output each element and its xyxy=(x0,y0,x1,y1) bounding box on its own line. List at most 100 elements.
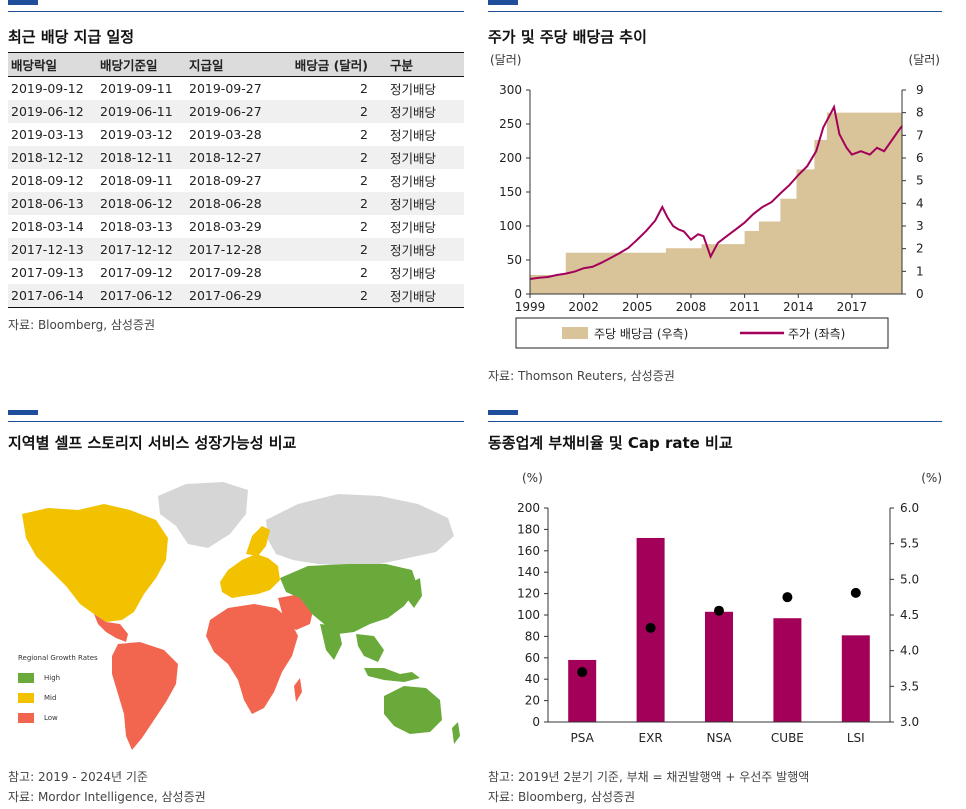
table-cell: 2019-06-11 xyxy=(97,100,186,123)
legend-swatch xyxy=(18,673,34,683)
table-cell: 2 xyxy=(275,100,376,123)
table-row: 2019-03-13 2019-03-12 2019-03-28 2 정기배당 xyxy=(8,123,464,146)
table-cell: 정기배당 xyxy=(390,128,437,143)
table-cell: 2 xyxy=(360,265,368,280)
asia-region xyxy=(280,564,418,634)
table-cell: 2018-09-12 xyxy=(11,173,84,188)
map-legend-items: High Mid Low xyxy=(18,673,98,723)
table-cell: 2019-06-27 xyxy=(186,100,275,123)
new-zealand-region xyxy=(452,722,460,744)
y-tick-label-right: 3 xyxy=(916,219,924,233)
debt-caprate-panel: 동종업계 부채비율 및 Cap rate 비교 (%) (%) 0 20 40 60 80 1… xyxy=(488,410,942,806)
table-cell: 2019-06-12 xyxy=(8,100,97,123)
table-cell: 2 xyxy=(275,192,376,215)
y-tick-label-left: 20 xyxy=(525,694,540,708)
table-cell: 2017-12-28 xyxy=(186,238,275,261)
panel-top-rule xyxy=(488,11,942,12)
dividend-table: 배당락일 배당기준일 지급일 배당금 (달러) 구분 2019-09-12 201… xyxy=(8,52,464,308)
y-tick-label-right: 3.0 xyxy=(900,715,919,729)
japan-region xyxy=(408,578,422,608)
table-row: 2019-09-12 2019-09-11 2019-09-27 2 정기배당 xyxy=(8,77,464,101)
price-dividend-panel: 주가 및 주당 배당금 추이 (달러) (달러) 0 50 100 150 200 250 30… xyxy=(488,0,942,390)
y-tick-label-right: 6 xyxy=(916,151,924,165)
y-tick-label-left: 100 xyxy=(499,219,522,233)
panel-accent-bar xyxy=(488,0,518,5)
madagascar-region xyxy=(294,678,302,702)
table-cell: 2018-09-27 xyxy=(189,173,262,188)
y-tick-label-left: 40 xyxy=(525,672,540,686)
growth-map-panel: 지역별 셀프 스토리지 서비스 성장가능성 비교 Regional Growth… xyxy=(8,410,464,806)
growth-map-source: 자료: Mordor Intelligence, 삼성증권 xyxy=(8,790,206,804)
table-cell: 2018-12-11 xyxy=(97,146,186,169)
table-cell: 2019-09-12 xyxy=(11,81,84,96)
y-tick-label-left: 150 xyxy=(499,185,522,199)
y-axis-unit-right: (%) xyxy=(921,471,942,485)
cap-rate-point xyxy=(782,592,793,603)
column-header: 배당락일 xyxy=(8,52,97,77)
y-tick-label-right: 4.5 xyxy=(900,608,919,622)
price-dividend-title: 주가 및 주당 배당금 추이 xyxy=(488,28,647,46)
column-header: 구분 xyxy=(376,52,464,77)
table-cell: 2019-03-13 xyxy=(11,127,84,142)
price-line xyxy=(529,103,903,280)
table-row: 2018-03-14 2018-03-13 2018-03-29 2 정기배당 xyxy=(8,215,464,238)
table-row: 2017-06-14 2017-06-12 2017-06-29 2 정기배당 xyxy=(8,284,464,308)
table-cell: 2017-06-29 xyxy=(186,284,275,308)
legend-label: Low xyxy=(44,714,58,722)
dividend-schedule-panel: 최근 배당 지급 일정 배당락일 배당기준일 지급일 배당금 (달러) 구분 2… xyxy=(8,0,464,340)
x-tick-label: NSA xyxy=(706,731,732,745)
table-cell: 2018-06-13 xyxy=(8,192,97,215)
column-header: 배당기준일 xyxy=(97,52,186,77)
growth-map-note: 참고: 2019 - 2024년 기준 xyxy=(8,770,148,784)
x-tick-label: 1999 xyxy=(515,300,546,314)
table-cell: 2 xyxy=(275,238,376,261)
dividend-area xyxy=(530,112,902,295)
y-tick-label-right: 9 xyxy=(916,83,924,97)
legend-label-price: 주가 (좌측) xyxy=(788,327,845,341)
panel-top-rule xyxy=(8,11,464,12)
x-tick-label: 2002 xyxy=(568,300,599,314)
dividend-schedule-source: 자료: Bloomberg, 삼성증권 xyxy=(8,318,156,332)
table-cell: 정기배당 xyxy=(390,220,437,235)
y-tick-label-right: 5 xyxy=(916,174,924,188)
price-dividend-source: 자료: Thomson Reuters, 삼성증권 xyxy=(488,369,675,383)
price-dividend-chart: (달러) (달러) 0 50 100 150 200 250 300 0 1 2 3 4 5 6 7 8 9 1999… xyxy=(490,53,940,349)
debt-caprate-note: 참고: 2019년 2분기 기준, 부채 = 채권발행액 + 우선주 발행액 xyxy=(488,770,810,784)
legend-label-dividend: 주당 배당금 (우측) xyxy=(594,327,688,341)
y-tick-label-right: 6.0 xyxy=(900,501,919,515)
x-tick-label: 2011 xyxy=(729,300,760,314)
y-tick-label-left: 140 xyxy=(517,565,540,579)
table-cell: 2018-03-29 xyxy=(189,219,262,234)
table-cell: 2019-09-27 xyxy=(189,81,262,96)
y-tick-label-right: 4.0 xyxy=(900,644,919,658)
india-region xyxy=(320,624,342,660)
north-america-region xyxy=(22,504,168,622)
table-row: 2018-06-13 2018-06-12 2018-06-28 2 정기배당 xyxy=(8,192,464,215)
cap-rate-point xyxy=(645,622,656,633)
y-tick-label-left: 250 xyxy=(499,117,522,131)
indonesia-region xyxy=(364,668,420,682)
panel-accent-bar xyxy=(8,410,38,415)
table-cell: 정기배당 xyxy=(376,192,464,215)
table-cell: 2 xyxy=(360,81,368,96)
table-cell: 2018-06-28 xyxy=(186,192,275,215)
legend-label: Mid xyxy=(44,694,57,702)
table-cell: 2 xyxy=(360,173,368,188)
y-tick-label-right: 8 xyxy=(916,106,924,120)
table-cell: 2018-06-12 xyxy=(97,192,186,215)
australia-region xyxy=(384,686,442,734)
debt-ratio-bar xyxy=(705,611,733,722)
africa-region xyxy=(206,604,298,714)
greenland-region xyxy=(158,482,248,548)
table-cell: 2019-03-28 xyxy=(189,127,262,142)
debt-caprate-source: 자료: Bloomberg, 삼성증권 xyxy=(488,790,636,804)
table-cell: 2 xyxy=(275,146,376,169)
growth-map-title: 지역별 셀프 스토리지 서비스 성장가능성 비교 xyxy=(8,434,297,452)
south-america-region xyxy=(112,642,178,750)
table-cell: 정기배당 xyxy=(376,238,464,261)
y-tick-label-left: 200 xyxy=(517,501,540,515)
europe-region xyxy=(220,554,280,598)
table-cell: 2019-09-11 xyxy=(100,81,173,96)
y-tick-label-left: 180 xyxy=(517,522,540,536)
debt-ratio-bar xyxy=(773,618,802,722)
